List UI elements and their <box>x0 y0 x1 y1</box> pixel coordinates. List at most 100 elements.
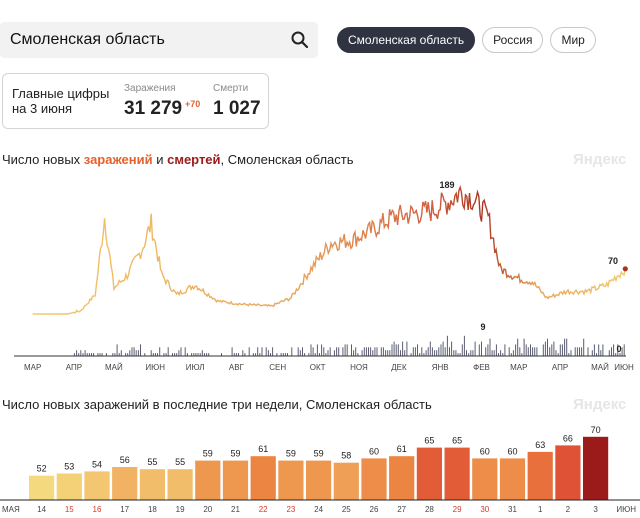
death-bar <box>395 344 397 356</box>
yandex-logo-2: Яндекс <box>573 396 627 413</box>
x-tick-label: МАЙ <box>591 363 609 372</box>
death-bar <box>425 350 427 356</box>
bar-value-label: 54 <box>92 459 102 469</box>
bar-x-tick-label: 29 <box>453 505 462 514</box>
bar <box>499 458 526 500</box>
bar <box>333 462 359 500</box>
death-bar <box>312 347 314 356</box>
title-part-region: , Смоленская область <box>220 152 354 167</box>
death-bar <box>97 353 99 356</box>
death-bar <box>419 353 421 356</box>
death-bar <box>193 353 195 356</box>
tab-world[interactable]: Мир <box>550 27 596 53</box>
death-bar <box>472 350 474 356</box>
death-bar <box>248 347 250 356</box>
bar-value-label: 52 <box>37 464 47 474</box>
death-bar <box>512 350 514 356</box>
death-bar <box>178 350 180 356</box>
summary-card: Главные цифры на 3 июня Заражения 31 279… <box>2 73 269 129</box>
death-bar <box>613 344 615 356</box>
death-bar <box>574 347 576 356</box>
death-bar <box>176 353 178 356</box>
death-bar <box>615 353 617 356</box>
death-bar <box>591 350 593 356</box>
death-bar <box>608 350 610 356</box>
death-bar <box>180 347 182 356</box>
bar-value-label: 53 <box>64 462 74 472</box>
death-bar <box>238 353 239 356</box>
death-bar <box>127 353 129 356</box>
title-part-cases: заражений <box>83 152 153 167</box>
peak-cases-label: 189 <box>439 180 454 190</box>
x-tick-label: ИЮЛ <box>186 363 205 372</box>
death-bar <box>105 353 107 356</box>
bar-x-tick-label: 3 <box>593 505 598 514</box>
bar <box>278 460 304 500</box>
death-bar <box>576 347 578 356</box>
tab-smolensk[interactable]: Смоленская область <box>337 27 476 53</box>
bar <box>306 460 332 500</box>
death-bar <box>159 347 161 356</box>
bar-value-label: 70 <box>591 425 601 435</box>
death-bar <box>600 350 602 356</box>
search-input[interactable] <box>0 22 280 58</box>
bar-value-label: 65 <box>452 436 462 446</box>
death-bar <box>76 350 78 356</box>
death-bar <box>489 338 491 356</box>
death-bar <box>88 353 90 356</box>
death-bar <box>82 353 84 356</box>
death-bar <box>261 347 263 356</box>
death-bar <box>361 350 363 356</box>
death-bar <box>174 353 176 356</box>
death-bar <box>235 353 237 356</box>
bar-chart-title: Число новых заражений в последние три не… <box>2 397 432 412</box>
bar <box>84 471 110 500</box>
cases-line <box>32 184 626 315</box>
bar-value-label: 63 <box>535 440 545 450</box>
x-tick-label: АПР <box>66 363 82 372</box>
death-bar <box>455 350 457 356</box>
x-tick-label: АПР <box>552 363 568 372</box>
death-bar <box>617 344 619 356</box>
death-bar <box>412 347 414 356</box>
death-bar <box>542 344 544 356</box>
death-bar <box>449 347 450 356</box>
death-bar <box>221 353 222 356</box>
death-bar <box>431 347 433 356</box>
bar <box>361 458 387 500</box>
death-bar <box>140 344 141 356</box>
search-box <box>0 22 318 58</box>
death-bar <box>344 344 346 356</box>
death-bar <box>195 353 197 356</box>
death-bar <box>365 347 367 356</box>
death-bar <box>99 353 101 356</box>
death-bar <box>152 353 154 356</box>
bar-value-label: 55 <box>147 457 157 467</box>
death-bar <box>114 353 116 356</box>
bar-x-tick-label: 25 <box>342 505 351 514</box>
death-bar <box>282 353 284 356</box>
death-bar <box>391 344 393 356</box>
death-bar <box>370 347 372 356</box>
bar <box>527 451 553 500</box>
death-bar <box>551 344 553 356</box>
death-bar <box>530 344 531 356</box>
death-bar <box>619 353 621 356</box>
death-bar <box>270 353 271 356</box>
bar-value-label: 66 <box>563 433 573 443</box>
death-bar <box>78 353 80 356</box>
death-bar <box>327 350 329 356</box>
bar-value-label: 59 <box>203 449 213 459</box>
bar-x-tick-label: 20 <box>203 505 212 514</box>
death-bar <box>374 347 376 356</box>
death-bar <box>508 347 510 356</box>
death-bar <box>623 344 625 356</box>
bar-x-tick-label: 1 <box>538 505 543 514</box>
bars-group: 52 53 54 56 55 55 59 59 61 59 59 58 60 61 65 65 60 60 63 66… <box>29 425 609 500</box>
search-icon[interactable] <box>290 30 310 50</box>
last-deaths-label: 0 <box>616 344 621 354</box>
last-cases-label: 70 <box>608 256 618 266</box>
death-bar <box>73 353 75 356</box>
tab-russia[interactable]: Россия <box>482 27 544 53</box>
death-bar <box>302 347 303 356</box>
